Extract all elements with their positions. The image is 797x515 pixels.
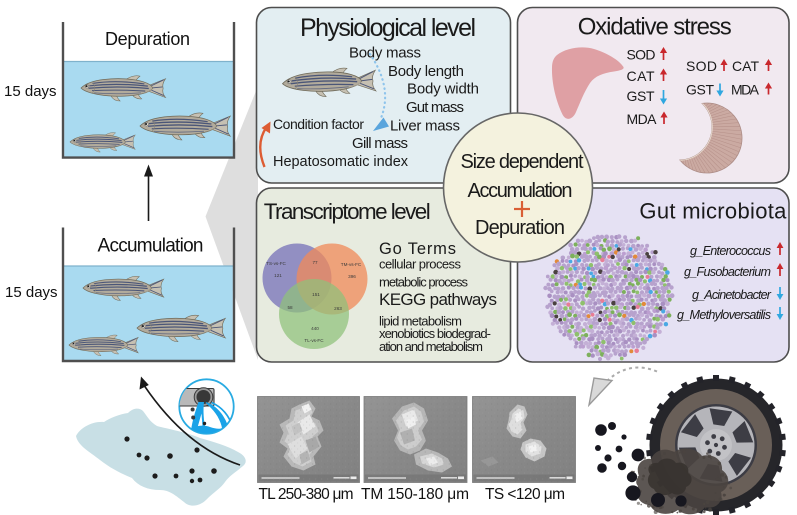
svg-text:TL-vs-FC: TL-vs-FC: [304, 338, 324, 343]
svg-text:Physiological level: Physiological level: [300, 14, 476, 42]
svg-text:SOD: SOD: [627, 47, 656, 63]
svg-text:58: 58: [287, 305, 293, 310]
svg-text:Transcriptome level: Transcriptome level: [264, 199, 431, 224]
svg-text:KEGG pathways: KEGG pathways: [379, 290, 497, 309]
svg-text:Size dependent: Size dependent: [461, 151, 584, 173]
svg-text:CAT: CAT: [732, 58, 759, 74]
svg-text:Oxidative stress: Oxidative stress: [578, 14, 732, 41]
svg-text:15 days: 15 days: [4, 83, 57, 100]
svg-text:15 days: 15 days: [5, 284, 58, 301]
svg-text:g_Fusobacterium: g_Fusobacterium: [684, 265, 771, 279]
svg-text:151: 151: [312, 292, 320, 297]
svg-text:Condition factor: Condition factor: [273, 116, 364, 132]
svg-text:TL 250-380 μm: TL 250-380 μm: [259, 486, 354, 503]
svg-text:Body length: Body length: [388, 63, 464, 80]
svg-text:MDA: MDA: [731, 82, 760, 98]
svg-text:Hepatosomatic index: Hepatosomatic index: [273, 154, 409, 170]
svg-text:Depuration: Depuration: [475, 217, 565, 239]
svg-text:Depuration: Depuration: [105, 29, 190, 49]
svg-text:263: 263: [334, 306, 342, 311]
svg-text:cellular process: cellular process: [379, 257, 462, 272]
svg-text:g_Methyloversatilis: g_Methyloversatilis: [677, 308, 772, 322]
svg-text:Gut microbiota: Gut microbiota: [639, 199, 787, 224]
svg-text:TM-vs-FC: TM-vs-FC: [341, 262, 362, 267]
svg-text:Gut mass: Gut mass: [406, 99, 464, 116]
svg-text:xenobiotics biodegrad-: xenobiotics biodegrad-: [379, 326, 491, 341]
svg-text:440: 440: [311, 326, 319, 331]
svg-text:GST: GST: [627, 88, 655, 104]
svg-text:396: 396: [348, 274, 356, 279]
svg-text:MDA: MDA: [627, 111, 658, 127]
svg-text:77: 77: [312, 260, 318, 265]
svg-text:GST: GST: [686, 82, 714, 98]
svg-text:g_Acinetobacter: g_Acinetobacter: [692, 288, 772, 302]
svg-text:Body width: Body width: [407, 81, 479, 98]
svg-text:metabolic process: metabolic process: [379, 275, 469, 290]
svg-text:Gill mass: Gill mass: [352, 135, 408, 152]
svg-text:Body mass: Body mass: [349, 45, 421, 62]
svg-text:CAT: CAT: [627, 68, 655, 84]
svg-text:SOD: SOD: [686, 58, 717, 74]
svg-text:Go Terms: Go Terms: [379, 240, 456, 258]
svg-text:Accumulation: Accumulation: [468, 180, 573, 202]
svg-text:lipid metabolism: lipid metabolism: [379, 314, 462, 329]
svg-text:Accumulation: Accumulation: [98, 236, 204, 257]
svg-text:TS-vs-FC: TS-vs-FC: [266, 261, 286, 266]
svg-text:TS <120 μm: TS <120 μm: [485, 486, 565, 503]
svg-text:TM 150-180 μm: TM 150-180 μm: [361, 486, 469, 503]
svg-text:ation and metabolism: ation and metabolism: [379, 339, 483, 354]
svg-text:g_Enterococcus: g_Enterococcus: [690, 244, 772, 258]
svg-text:Liver mass: Liver mass: [390, 118, 460, 135]
svg-text:121: 121: [274, 273, 282, 278]
